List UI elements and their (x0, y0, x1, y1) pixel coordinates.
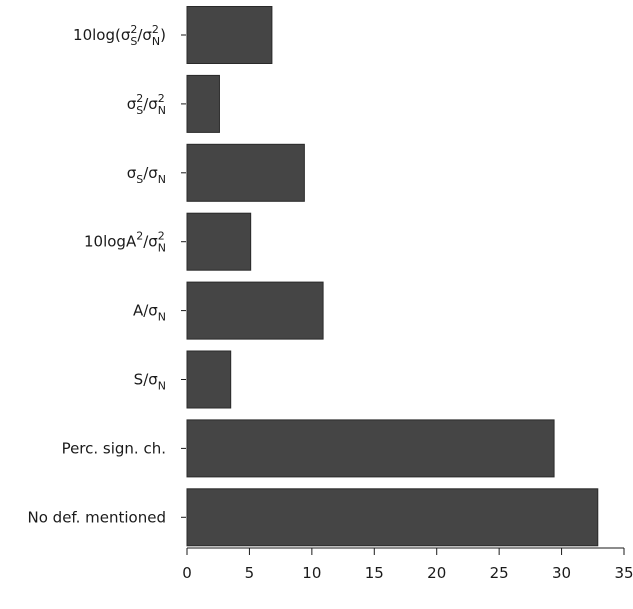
category-label-log-ratio: 10log(σ2 S/σ2 N) (73, 23, 166, 48)
category-label-log-a-ratio: 10logA2/σ2 N (84, 230, 166, 255)
bar-log-a-ratio (186, 212, 252, 271)
bar-no-def (186, 488, 599, 547)
bar-perc-sign (186, 419, 555, 478)
bar-a-ratio (186, 281, 324, 340)
bar-s-ratio (186, 350, 232, 409)
category-label-no-def: No def. mentioned (28, 508, 166, 526)
bar-std-ratio (186, 143, 305, 202)
category-label-a-ratio: A/σN (133, 302, 166, 324)
x-tick-label: 0 (182, 564, 192, 582)
category-label-std-ratio: σS/σN (127, 164, 166, 186)
bar-log-ratio (186, 6, 273, 64)
x-tick-label: 30 (552, 564, 571, 582)
x-tick-label: 5 (245, 564, 255, 582)
category-label-var-ratio: σ2 S/σ2 N (127, 92, 166, 117)
x-tick-label: 10 (302, 564, 321, 582)
x-tick-label: 25 (490, 564, 509, 582)
x-axis: 0 5 10 15 20 25 30 35 (182, 547, 633, 582)
bars-group (186, 6, 599, 547)
bar-var-ratio (186, 74, 220, 133)
x-tick-label: 15 (365, 564, 384, 582)
category-labels-group: 10log(σ2 S/σ2 N) σ2 S/σ2 N σS/σN 10logA2/σ2 N A/σ… (28, 23, 186, 526)
category-label-s-ratio: S/σN (134, 371, 166, 393)
x-tick-label: 35 (614, 564, 633, 582)
category-label-perc-sign: Perc. sign. ch. (62, 439, 166, 457)
x-tick-label: 20 (427, 564, 446, 582)
